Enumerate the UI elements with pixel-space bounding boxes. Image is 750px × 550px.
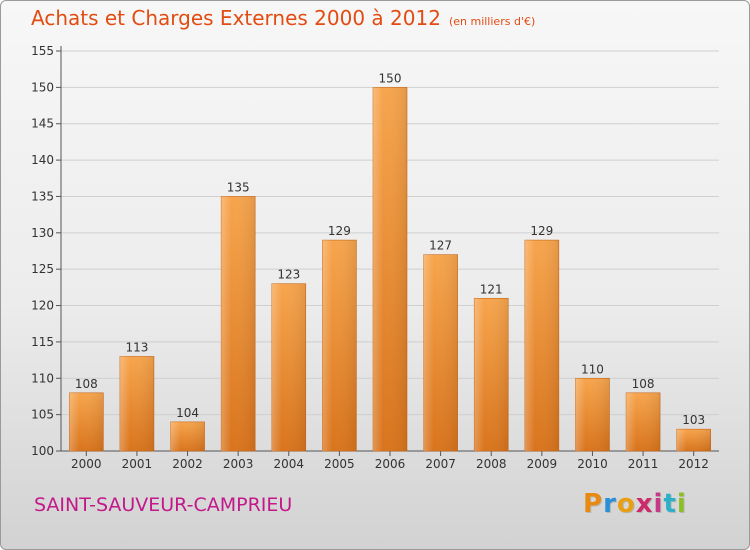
y-tick-label: 145 bbox=[31, 117, 54, 131]
bar-highlight bbox=[423, 254, 458, 451]
chart-title-text: Achats et Charges Externes 2000 à 2012 bbox=[31, 6, 441, 30]
bar-highlight bbox=[221, 196, 256, 451]
x-tick-label-2002: 2002 bbox=[172, 457, 203, 471]
x-tick-label-2009: 2009 bbox=[527, 457, 558, 471]
y-tick-label: 110 bbox=[31, 371, 54, 385]
value-label-2007: 127 bbox=[429, 239, 452, 253]
bar-highlight bbox=[119, 356, 154, 451]
x-tick-label-2008: 2008 bbox=[476, 457, 507, 471]
bars bbox=[69, 87, 711, 452]
brand-letter: i bbox=[676, 489, 687, 519]
x-tick-label-2003: 2003 bbox=[223, 457, 254, 471]
labels: 100 105 110 115 120 125 130 135 140 145 150 155 108 2… bbox=[31, 44, 709, 471]
value-label-2005: 129 bbox=[328, 224, 351, 238]
chart-title: Achats et Charges Externes 2000 à 2012 (e… bbox=[31, 6, 535, 30]
bar-highlight bbox=[373, 87, 407, 451]
value-label-2004: 123 bbox=[277, 268, 300, 282]
bar-highlight bbox=[474, 298, 509, 451]
x-tick-label-2012: 2012 bbox=[678, 457, 709, 471]
y-tick-label: 130 bbox=[31, 226, 54, 240]
bar-highlight bbox=[524, 240, 559, 451]
brand-letter: r bbox=[603, 489, 617, 519]
value-label-2010: 110 bbox=[581, 362, 604, 376]
x-tick-label-2005: 2005 bbox=[324, 457, 355, 471]
chart-subtitle: (en milliers d'€) bbox=[448, 15, 536, 28]
x-tick-label-2006: 2006 bbox=[375, 457, 406, 471]
y-tick-label: 120 bbox=[31, 299, 54, 313]
bar-highlight bbox=[271, 283, 306, 451]
brand-letter: x bbox=[635, 489, 654, 519]
x-tick-label-2010: 2010 bbox=[577, 457, 608, 471]
brand-letter: P bbox=[583, 489, 604, 519]
y-tick-label: 125 bbox=[31, 262, 54, 276]
brand-logo: Proxiti bbox=[583, 489, 687, 519]
commune-name: SAINT-SAUVEUR-CAMPRIEU bbox=[34, 494, 293, 516]
y-tick-label: 135 bbox=[31, 189, 54, 203]
value-label-2003: 135 bbox=[227, 180, 250, 194]
value-label-2011: 108 bbox=[632, 377, 655, 391]
bar-highlight bbox=[322, 240, 357, 451]
y-tick-label: 100 bbox=[31, 444, 54, 458]
x-tick-label-2004: 2004 bbox=[273, 457, 304, 471]
brand-letter: i bbox=[653, 489, 664, 519]
brand-letter: o bbox=[616, 489, 636, 519]
y-tick-label: 155 bbox=[31, 44, 54, 58]
value-label-2002: 104 bbox=[176, 406, 199, 420]
bar-highlight bbox=[676, 429, 711, 451]
value-label-2009: 129 bbox=[530, 224, 553, 238]
y-tick-label: 140 bbox=[31, 153, 54, 167]
x-tick-label-2001: 2001 bbox=[122, 457, 153, 471]
y-tick-label: 150 bbox=[31, 80, 54, 94]
bar-highlight bbox=[69, 392, 104, 451]
bar-highlight bbox=[626, 392, 661, 451]
x-tick-label-2000: 2000 bbox=[71, 457, 102, 471]
value-label-2012: 103 bbox=[682, 413, 705, 427]
y-tick-label: 105 bbox=[31, 408, 54, 422]
bar-highlight bbox=[575, 378, 610, 451]
value-label-2008: 121 bbox=[480, 282, 503, 296]
value-label-2006: 150 bbox=[379, 71, 402, 85]
value-label-2000: 108 bbox=[75, 377, 98, 391]
x-tick-label-2011: 2011 bbox=[628, 457, 659, 471]
x-tick-label-2007: 2007 bbox=[425, 457, 456, 471]
brand-letter: t bbox=[663, 489, 677, 519]
bar-highlight bbox=[170, 421, 205, 451]
y-tick-label: 115 bbox=[31, 335, 54, 349]
value-label-2001: 113 bbox=[125, 340, 148, 354]
